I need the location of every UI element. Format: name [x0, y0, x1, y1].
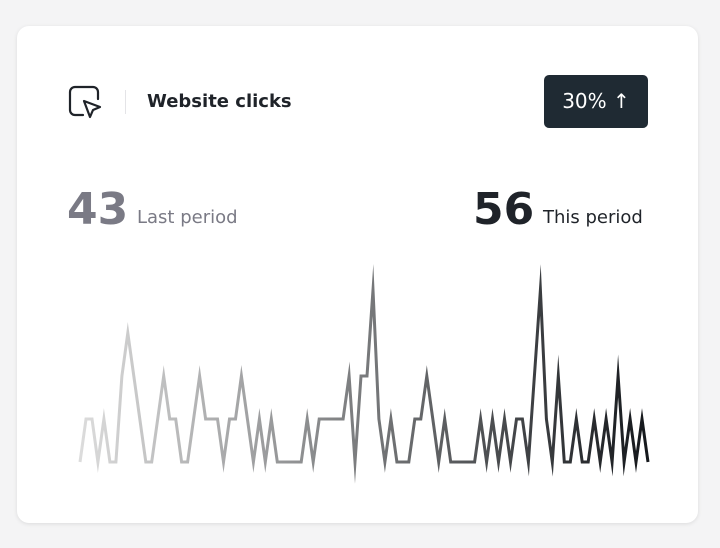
stat-value: 56 — [473, 184, 535, 235]
stat-value: 43 — [67, 184, 129, 235]
change-badge: 30% ↑ — [544, 75, 648, 128]
stat-label: Last period — [137, 207, 238, 228]
card: Website clicks 30% ↑ 43 Last period 56 T… — [17, 26, 698, 523]
line — [78, 263, 650, 484]
stat-label: This period — [543, 207, 643, 228]
chart — [78, 263, 650, 484]
card-title: Website clicks — [147, 91, 292, 112]
separator — [125, 90, 126, 114]
cursor-icon — [68, 85, 102, 119]
